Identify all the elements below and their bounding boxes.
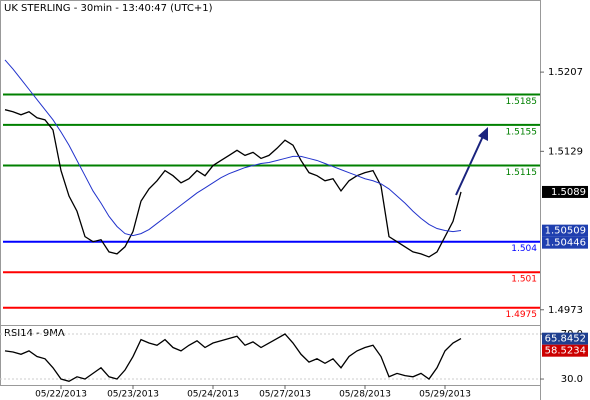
level-label: 1.5185 bbox=[506, 97, 538, 107]
price-marker-label: 65.8452 bbox=[545, 334, 586, 345]
price-marker bbox=[542, 185, 588, 198]
x-tick-label: 05/22/2013 bbox=[35, 390, 87, 400]
x-tick-label: 05/29/2013 bbox=[419, 390, 471, 400]
chart-title: UK STERLING - 30min - 13:40:47 (UTC+1) bbox=[4, 3, 213, 14]
y-tick-label: 1.5129 bbox=[548, 146, 583, 157]
arrow-head bbox=[478, 127, 488, 141]
price-marker bbox=[542, 344, 588, 357]
rsi-title: RSI14 - 9MA bbox=[4, 328, 65, 339]
price-marker bbox=[542, 224, 588, 237]
arrow bbox=[455, 133, 485, 196]
x-tick-label: 05/23/2013 bbox=[107, 390, 159, 400]
x-tick-label: 05/28/2013 bbox=[339, 390, 391, 400]
price-panel bbox=[0, 0, 541, 326]
price-marker-label: 1.50509 bbox=[545, 226, 586, 237]
price-line bbox=[4, 333, 462, 382]
level-label: 1.504 bbox=[511, 244, 537, 254]
level-label: 1.5155 bbox=[506, 127, 538, 137]
price-marker-label: 1.5089 bbox=[551, 187, 586, 198]
y-tick-label: 1.4973 bbox=[548, 305, 583, 316]
x-tick-label: 05/24/2013 bbox=[187, 390, 239, 400]
y-tick-label: 1.5207 bbox=[548, 67, 583, 78]
price-marker bbox=[542, 332, 588, 345]
level-label: 1.5115 bbox=[506, 168, 538, 178]
price-marker-label: 1.50446 bbox=[545, 238, 586, 249]
level-label: 1.4975 bbox=[506, 310, 538, 320]
level-label: 1.501 bbox=[511, 275, 537, 285]
y-tick-label: 30.0 bbox=[561, 374, 583, 385]
price-line bbox=[4, 109, 462, 258]
price-line bbox=[4, 59, 462, 237]
x-tick-label: 05/27/2013 bbox=[259, 390, 311, 400]
price-marker bbox=[542, 236, 588, 249]
price-marker-label: 58.5234 bbox=[545, 346, 586, 357]
